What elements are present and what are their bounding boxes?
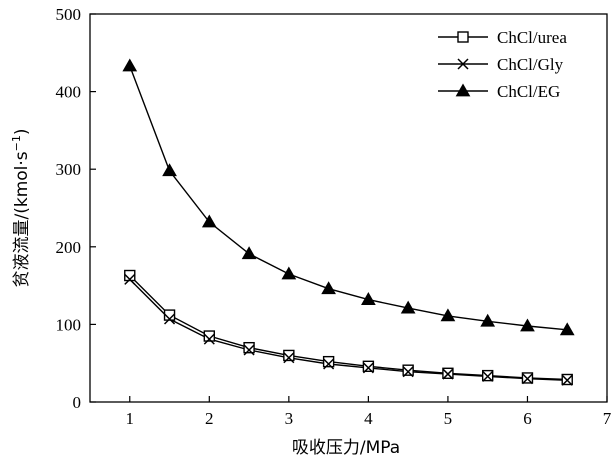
data-point-1 bbox=[561, 374, 573, 386]
data-point-1 bbox=[362, 362, 374, 374]
data-point-0 bbox=[362, 360, 375, 373]
data-point-2 bbox=[480, 313, 496, 327]
legend-label: ChCl/urea bbox=[497, 28, 567, 47]
x-tick-label: 7 bbox=[603, 409, 612, 428]
series-markers bbox=[122, 58, 575, 386]
data-point-1 bbox=[243, 344, 255, 356]
data-point-1 bbox=[164, 313, 176, 325]
data-point-1 bbox=[203, 333, 215, 345]
data-point-0 bbox=[283, 349, 295, 362]
plot-border bbox=[89, 13, 608, 403]
x-tick-label: 3 bbox=[285, 409, 294, 428]
y-tick-label: 300 bbox=[56, 160, 82, 179]
legend-marker bbox=[457, 31, 469, 43]
x-tick-label: 4 bbox=[364, 409, 373, 428]
legend-marker bbox=[455, 83, 471, 97]
series-line-0 bbox=[129, 275, 568, 381]
series-line-1 bbox=[129, 278, 568, 381]
series-line-2 bbox=[129, 65, 568, 331]
y-tick-label: 0 bbox=[73, 393, 82, 412]
data-point-2 bbox=[321, 281, 336, 295]
data-point-0 bbox=[163, 309, 176, 321]
data-point-2 bbox=[520, 318, 535, 332]
data-point-1 bbox=[124, 273, 136, 285]
legend: ChCl/urea ChCl/Gly ChCl/EG bbox=[438, 28, 567, 101]
data-point-2 bbox=[241, 246, 257, 260]
data-point-0 bbox=[243, 341, 255, 354]
data-point-2 bbox=[122, 58, 138, 72]
x-tick-label: 1 bbox=[126, 409, 135, 428]
data-point-0 bbox=[322, 355, 335, 368]
data-point-1 bbox=[402, 366, 414, 378]
y-axis-label: 贫液流量/(kmol·s−1) bbox=[10, 128, 32, 287]
x-tick-label: 6 bbox=[523, 409, 532, 428]
x-axis-label: 吸收压力/MPa bbox=[292, 438, 400, 458]
plot-frame bbox=[89, 13, 608, 403]
data-point-1 bbox=[442, 368, 454, 380]
data-point-2 bbox=[162, 163, 177, 177]
data-point-0 bbox=[124, 269, 136, 282]
y-axis-label-close: ) bbox=[12, 128, 32, 135]
data-point-1 bbox=[323, 358, 335, 370]
y-axis-label-main: 贫液流量/(kmol·s bbox=[12, 151, 32, 287]
legend-marker bbox=[457, 58, 469, 70]
data-point-2 bbox=[281, 266, 297, 280]
data-point-2 bbox=[400, 300, 416, 314]
y-tick-label: 200 bbox=[56, 238, 82, 257]
legend-label: ChCl/Gly bbox=[497, 55, 564, 74]
series-lines bbox=[129, 65, 568, 381]
data-point-1 bbox=[482, 370, 494, 382]
data-point-1 bbox=[283, 352, 295, 364]
data-point-1 bbox=[521, 373, 533, 385]
y-tick-label: 500 bbox=[56, 5, 82, 24]
x-axis: 1 2 3 4 5 6 7 bbox=[126, 396, 612, 428]
x-tick-label: 2 bbox=[205, 409, 214, 428]
data-point-2 bbox=[361, 292, 376, 305]
y-tick-label: 400 bbox=[56, 83, 82, 102]
y-axis-label-sup: −1 bbox=[10, 135, 23, 151]
y-axis: 0 100 200 300 400 500 bbox=[56, 5, 96, 412]
data-point-0 bbox=[402, 364, 414, 376]
legend-label: ChCl/EG bbox=[497, 82, 560, 101]
data-point-2 bbox=[559, 322, 575, 336]
data-point-2 bbox=[440, 308, 456, 322]
data-point-0 bbox=[203, 330, 216, 342]
y-tick-label: 100 bbox=[56, 315, 82, 334]
data-point-2 bbox=[201, 214, 217, 228]
x-tick-label: 5 bbox=[444, 409, 453, 428]
